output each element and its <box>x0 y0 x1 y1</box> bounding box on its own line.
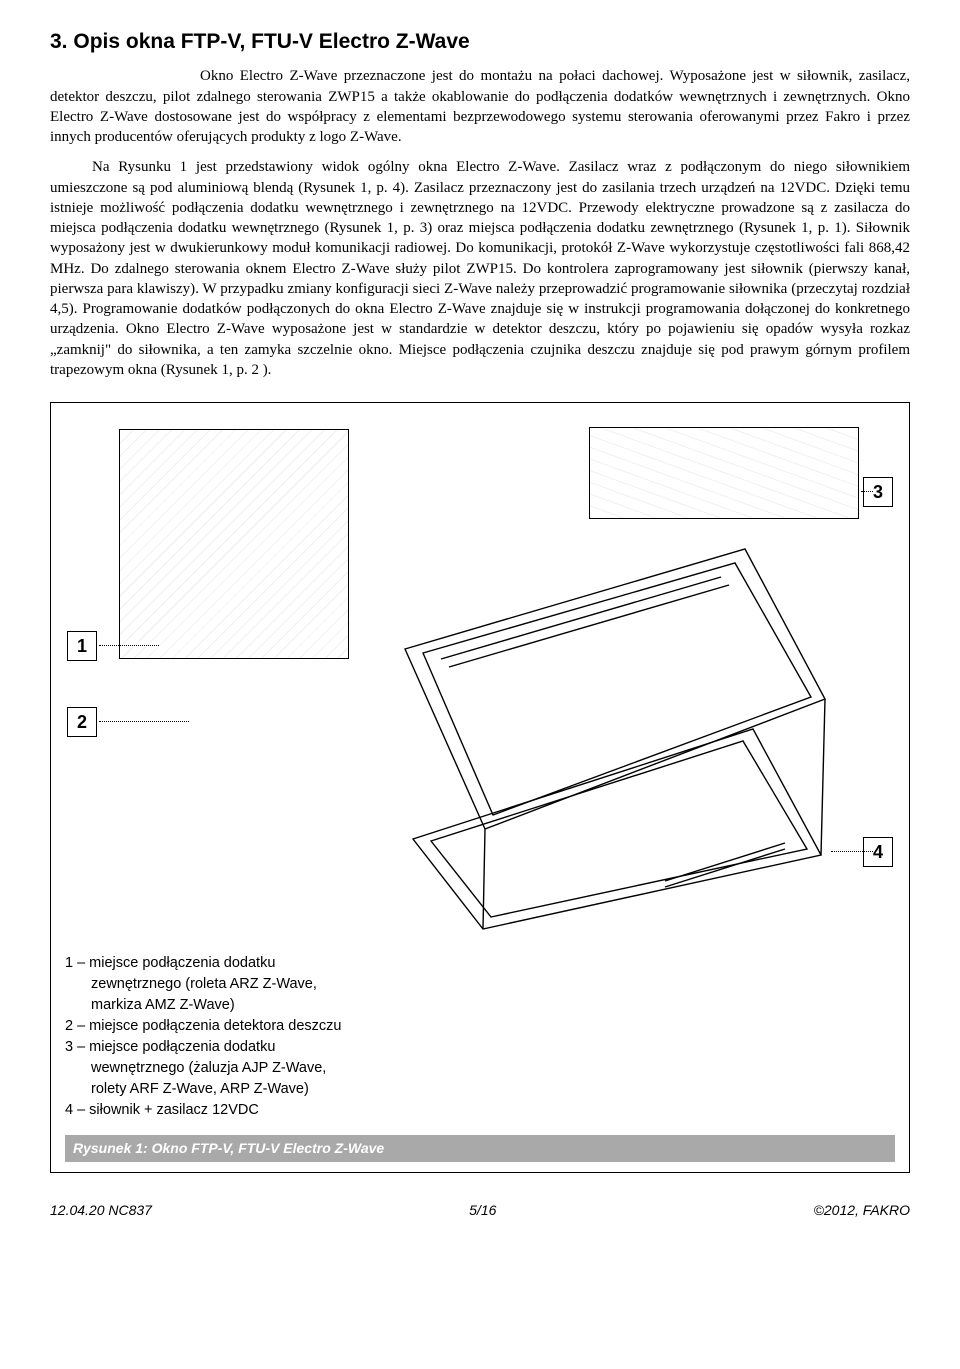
figure-1-container: 1 2 3 4 1 – miejsce podłączenia dodatku … <box>50 402 910 1173</box>
leader-line <box>99 645 159 646</box>
figure-caption: Rysunek 1: Okno FTP-V, FTU-V Electro Z-W… <box>65 1135 895 1162</box>
leader-line <box>831 851 873 852</box>
footer-center: 5/16 <box>469 1201 496 1220</box>
callout-3: 3 <box>863 477 893 507</box>
figure-legend: 1 – miejsce podłączenia dodatku zewnętrz… <box>65 953 485 1121</box>
body-paragraph: Na Rysunku 1 jest przedstawiony widok og… <box>50 157 910 380</box>
section-title-text: Opis okna FTP-V, FTU-V Electro Z-Wave <box>73 30 469 53</box>
legend-item-2: 2 – miejsce podłączenia detektora deszcz… <box>65 1016 485 1037</box>
leader-line <box>861 491 873 492</box>
detail-inset-3 <box>589 427 859 519</box>
callout-4: 4 <box>863 837 893 867</box>
figure-1-canvas: 1 2 3 4 <box>65 421 895 951</box>
sketch-placeholder <box>590 428 858 518</box>
leader-line <box>99 721 189 722</box>
section-heading: 3. Opis okna FTP-V, FTU-V Electro Z-Wave <box>50 28 910 56</box>
legend-item-3b: wewnętrznego (żaluzja AJP Z-Wave, <box>65 1058 485 1079</box>
legend-item-1b: zewnętrznego (roleta ARZ Z-Wave, <box>65 974 485 995</box>
section-number: 3. <box>50 30 68 53</box>
legend-item-3: 3 – miejsce podłączenia dodatku <box>65 1037 485 1058</box>
page-footer: 12.04.20 NC837 5/16 ©2012, FAKRO <box>50 1201 910 1220</box>
window-svg <box>365 529 835 939</box>
legend-item-4: 4 – siłownik + zasilacz 12VDC <box>65 1100 485 1121</box>
footer-left: 12.04.20 NC837 <box>50 1201 152 1220</box>
detail-inset-1 <box>119 429 349 659</box>
sketch-placeholder <box>120 430 348 658</box>
legend-item-3c: rolety ARF Z-Wave, ARP Z-Wave) <box>65 1079 485 1100</box>
legend-item-1: 1 – miejsce podłączenia dodatku <box>65 953 485 974</box>
callout-2: 2 <box>67 707 97 737</box>
footer-right: ©2012, FAKRO <box>814 1201 910 1220</box>
callout-1: 1 <box>67 631 97 661</box>
window-isometric-drawing <box>365 529 835 939</box>
legend-item-1c: markiza AMZ Z-Wave) <box>65 995 485 1016</box>
intro-paragraph: Okno Electro Z-Wave przeznaczone jest do… <box>50 66 910 147</box>
